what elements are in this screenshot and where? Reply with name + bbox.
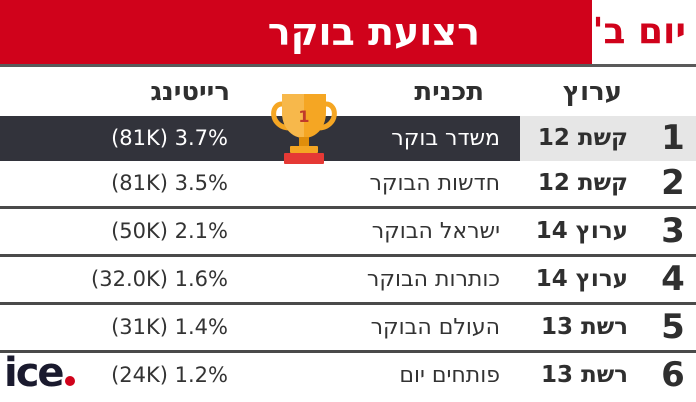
row-channel: קשת 12 <box>537 125 628 151</box>
top-row-band-light <box>520 116 696 161</box>
row-rating: (31K) 1.4% <box>111 315 228 339</box>
table-row: 6 רשת 13 פותחים יום (24K) 1.2% <box>0 353 696 401</box>
row-program: כותרות הבוקר <box>366 267 500 292</box>
column-header-channel: ערוץ <box>562 77 622 107</box>
row-rating: (50K) 2.1% <box>111 219 228 243</box>
row-program: פותחים יום <box>399 363 500 388</box>
top-row-band-dark <box>0 116 520 161</box>
row-rating: (81K) 3.7% <box>111 126 228 150</box>
row-channel: רשת 13 <box>540 362 628 388</box>
row-rank: 5 <box>661 307 685 347</box>
row-divider <box>0 302 696 305</box>
table-row: 5 רשת 13 העולם הבוקר (31K) 1.4% <box>0 305 696 353</box>
row-rating: (24K) 1.2% <box>111 363 228 387</box>
header-day: יום ב' <box>592 11 686 52</box>
row-rank: 1 <box>661 118 685 158</box>
row-divider <box>0 254 696 257</box>
row-rank: 6 <box>661 355 685 395</box>
header-day-box: יום ב' <box>592 0 696 64</box>
row-program: חדשות הבוקר <box>369 171 500 196</box>
column-header-program: תכנית <box>414 77 484 107</box>
row-divider <box>0 350 696 353</box>
row-rank: 2 <box>661 163 685 203</box>
header-title: רצועת בוקר <box>267 10 480 54</box>
trophy-label: 1 <box>298 107 309 126</box>
table-row: 1 קשת 12 משדר בוקר (81K) 3.7% <box>0 116 696 164</box>
row-rating: (81K) 3.5% <box>111 171 228 195</box>
header-divider <box>0 64 696 67</box>
logo-dot <box>64 376 75 386</box>
column-header-rating: רייטינג <box>150 77 230 107</box>
row-program: ישראל הבוקר <box>371 219 500 244</box>
table-row: 4 ערוץ 14 כותרות הבוקר (32.0K) 1.6% <box>0 257 696 305</box>
row-rank: 3 <box>661 211 685 251</box>
row-divider <box>0 206 696 209</box>
row-channel: ערוץ 14 <box>535 266 628 292</box>
table-row: 2 קשת 12 חדשות הבוקר (81K) 3.5% <box>0 161 696 209</box>
row-rank: 4 <box>661 259 685 299</box>
ice-logo: ice <box>4 350 75 396</box>
row-rating: (32.0K) 1.6% <box>91 267 228 291</box>
trophy-icon: 1 <box>271 94 337 164</box>
row-program: העולם הבוקר <box>370 315 500 340</box>
row-program: משדר בוקר <box>391 126 500 151</box>
table-row: 3 ערוץ 14 ישראל הבוקר (50K) 2.1% <box>0 209 696 257</box>
row-channel: קשת 12 <box>537 170 628 196</box>
header-red-bar: רצועת בוקר <box>0 0 592 64</box>
row-channel: ערוץ 14 <box>535 218 628 244</box>
row-channel: רשת 13 <box>540 314 628 340</box>
logo-text: ice <box>4 350 65 396</box>
